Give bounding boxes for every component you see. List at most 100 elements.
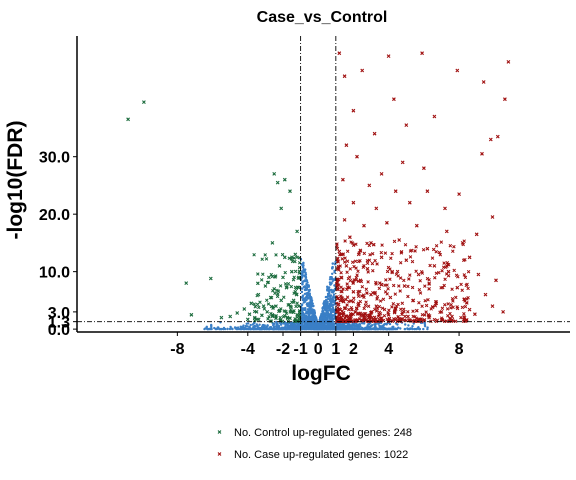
point-significant: [414, 223, 419, 228]
point-not-significant: [326, 311, 329, 314]
point-not-significant: [216, 327, 219, 331]
point-significant: [359, 312, 364, 317]
point-significant: [464, 301, 469, 305]
point-significant: [404, 123, 409, 127]
point-not-significant: [331, 291, 334, 294]
point-significant: [434, 301, 439, 306]
point-not-significant: [315, 323, 318, 326]
point-significant: [289, 269, 294, 274]
point-not-significant: [305, 315, 309, 318]
point-significant: [495, 134, 500, 139]
point-significant: [245, 317, 250, 322]
point-significant: [382, 313, 387, 318]
point-not-significant: [310, 327, 313, 330]
point-not-significant: [426, 327, 429, 331]
point-not-significant: [312, 304, 315, 308]
point-not-significant: [302, 270, 305, 273]
point-not-significant: [329, 276, 332, 279]
point-significant: [401, 307, 406, 312]
point-significant: [345, 303, 349, 307]
point-significant: [444, 229, 449, 234]
point-not-significant: [329, 294, 332, 297]
point-significant: [442, 261, 446, 265]
point-not-significant: [294, 324, 297, 327]
point-significant: [388, 277, 392, 281]
point-not-significant: [210, 324, 213, 327]
point-not-significant: [328, 278, 332, 281]
point-not-significant: [322, 326, 325, 329]
point-not-significant: [307, 285, 310, 288]
point-significant: [402, 284, 407, 288]
point-not-significant: [411, 325, 414, 328]
point-significant: [295, 229, 299, 234]
point-significant: [410, 248, 414, 253]
point-significant: [422, 313, 427, 317]
point-significant: [253, 305, 258, 309]
point-significant: [450, 314, 454, 319]
point-significant: [445, 307, 450, 311]
point-significant: [289, 257, 294, 261]
point-significant: [337, 268, 341, 272]
point-not-significant: [296, 324, 299, 327]
point-significant: [295, 255, 299, 260]
point-not-significant: [306, 327, 309, 330]
point-significant: [407, 318, 411, 322]
point-significant: [339, 275, 343, 280]
point-significant: [398, 276, 403, 280]
point-significant: [466, 286, 470, 291]
point-significant: [345, 295, 350, 299]
point-not-significant: [367, 325, 370, 329]
point-significant: [365, 314, 370, 319]
y-axis-title: -log10(FDR): [4, 121, 27, 240]
point-significant: [410, 259, 415, 264]
point-not-significant: [399, 327, 402, 330]
point-not-significant: [253, 324, 256, 328]
point-not-significant: [271, 322, 274, 325]
point-not-significant: [341, 326, 345, 329]
point-significant: [293, 252, 298, 257]
point-not-significant: [329, 302, 333, 305]
point-not-significant: [244, 324, 248, 328]
point-significant: [383, 251, 388, 255]
point-not-significant: [251, 323, 254, 326]
point-significant: [393, 310, 397, 314]
point-not-significant: [308, 304, 311, 308]
point-not-significant: [300, 303, 304, 307]
point-significant: [395, 269, 400, 274]
point-significant: [406, 284, 410, 289]
point-significant: [292, 275, 296, 280]
point-significant: [242, 307, 247, 311]
point-significant: [266, 317, 270, 321]
point-significant: [398, 261, 403, 265]
point-not-significant: [330, 304, 333, 307]
point-not-significant: [272, 324, 275, 327]
point-not-significant: [302, 317, 305, 321]
point-significant: [427, 287, 431, 291]
point-significant: [335, 259, 340, 264]
point-significant: [293, 259, 297, 264]
point-not-significant: [291, 327, 294, 331]
point-significant: [369, 241, 373, 245]
point-significant: [432, 264, 437, 268]
point-significant: [371, 318, 376, 322]
point-significant: [297, 271, 302, 275]
point-significant: [283, 282, 288, 286]
point-significant: [423, 284, 427, 288]
point-not-significant: [303, 323, 307, 327]
point-significant: [363, 303, 368, 308]
point-significant: [370, 261, 375, 266]
point-significant: [340, 257, 345, 261]
point-not-significant: [363, 327, 367, 331]
point-not-significant: [332, 293, 336, 296]
point-significant: [252, 253, 256, 257]
point-significant: [365, 291, 369, 295]
point-significant: [335, 301, 339, 306]
point-not-significant: [305, 294, 309, 297]
point-significant: [356, 279, 361, 283]
point-not-significant: [416, 327, 420, 330]
point-significant: [385, 220, 389, 225]
point-significant: [383, 290, 388, 294]
point-not-significant: [388, 322, 392, 326]
point-significant: [424, 310, 428, 314]
point-significant: [400, 310, 404, 315]
